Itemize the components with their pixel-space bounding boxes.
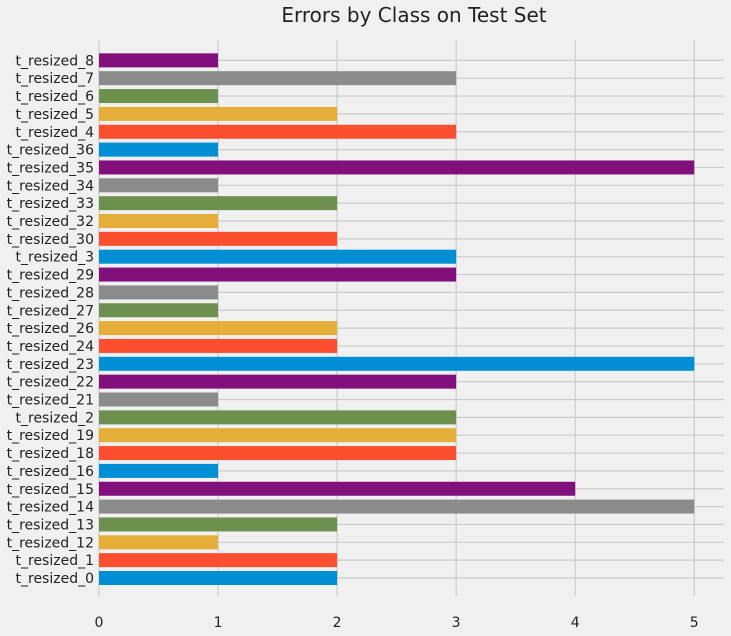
chart-title: Errors by Class on Test Set [281,3,546,27]
bar-t_resized_8 [99,53,219,68]
bars [99,53,695,585]
y-tick-label: t_resized_23 [7,357,94,373]
bar-t_resized_15 [99,481,576,496]
bar-t_resized_4 [99,124,457,139]
y-tick-label: t_resized_22 [7,375,94,391]
bar-t_resized_6 [99,89,219,104]
bar-t_resized_0 [99,571,338,585]
x-tick-labels: 0 1 2 3 4 5 [95,615,699,631]
y-tick-label: t_resized_12 [7,535,94,551]
y-tick-label: t_resized_28 [7,285,94,301]
y-tick-label: t_resized_32 [7,214,94,230]
y-tick-label: t_resized_19 [7,428,94,444]
bar-t_resized_30 [99,231,338,246]
x-tick-label: 0 [95,615,104,631]
x-tick-label: 2 [333,615,342,631]
y-tick-label: t_resized_35 [7,160,94,176]
bar-t_resized_22 [99,374,457,389]
y-tick-label: t_resized_33 [7,196,94,212]
y-tick-label: t_resized_36 [7,143,94,159]
bar-t_resized_5 [99,106,338,121]
bar-t_resized_33 [99,196,338,211]
bar-t_resized_19 [99,428,457,443]
y-tick-label: t_resized_29 [7,268,94,284]
bar-t_resized_21 [99,392,219,407]
y-tick-labels: t_resized_0 t_resized_1 t_resized_12 t_resi… [7,53,94,587]
bar-t_resized_36 [99,142,219,157]
y-tick-label: t_resized_18 [7,446,94,462]
y-tick-label: t_resized_3 [16,250,95,266]
y-tick-label: t_resized_0 [16,571,95,587]
bar-t_resized_18 [99,446,457,461]
bar-t_resized_29 [99,267,457,282]
y-tick-label: t_resized_30 [7,232,94,248]
bar-t_resized_28 [99,285,219,300]
y-tick-label: t_resized_8 [16,53,95,69]
y-tick-label: t_resized_21 [7,393,94,409]
y-tick-label: t_resized_16 [7,464,94,480]
x-tick-label: 3 [452,615,461,631]
y-tick-label: t_resized_6 [16,89,95,105]
bar-t_resized_32 [99,214,219,228]
y-tick-label: t_resized_27 [7,303,94,319]
bar-t_resized_24 [99,338,338,353]
bar-t_resized_1 [99,553,338,568]
y-tick-label: t_resized_2 [16,410,95,426]
y-tick-label: t_resized_26 [7,321,94,337]
y-tick-label: t_resized_15 [7,482,94,498]
bar-t_resized_3 [99,249,457,264]
y-tick-label: t_resized_7 [16,71,95,87]
y-tick-label: t_resized_24 [7,339,94,355]
y-tick-label: t_resized_34 [7,178,94,194]
bar-t_resized_34 [99,178,219,193]
bar-t_resized_7 [99,71,457,86]
y-tick-label: t_resized_13 [7,517,94,533]
bar-t_resized_35 [99,160,695,175]
bar-t_resized_2 [99,410,457,425]
y-tick-label: t_resized_14 [7,500,94,516]
bar-t_resized_13 [99,517,338,532]
bar-t_resized_12 [99,535,219,550]
x-tick-label: 1 [214,615,223,631]
bar-t_resized_27 [99,303,219,318]
bar-t_resized_26 [99,321,338,336]
bar-t_resized_14 [99,499,695,514]
bar-t_resized_16 [99,463,219,478]
bar-t_resized_23 [99,356,695,371]
y-tick-label: t_resized_5 [16,107,95,123]
y-tick-label: t_resized_1 [16,553,95,569]
x-tick-label: 5 [690,615,699,631]
x-tick-label: 4 [571,615,580,631]
y-tick-label: t_resized_4 [16,125,95,141]
